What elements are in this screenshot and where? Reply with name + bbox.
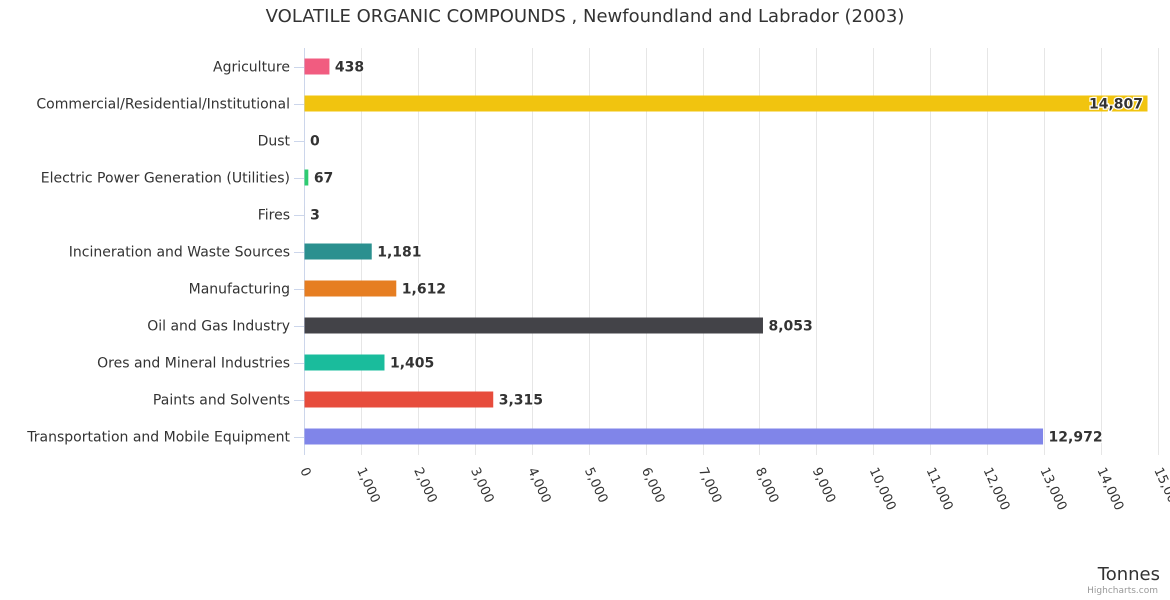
- x-tick-label: 14,000: [1093, 465, 1126, 513]
- category-label: Dust: [258, 134, 291, 150]
- data-label: 1,405: [390, 356, 434, 372]
- bar: [304, 317, 763, 334]
- category-label: Oil and Gas Industry: [147, 319, 290, 335]
- x-tick-label: 2,000: [410, 465, 439, 505]
- bar: [304, 95, 1148, 112]
- x-tick-label: 6,000: [638, 465, 667, 505]
- bar: [304, 243, 372, 260]
- data-label: 12,972: [1049, 430, 1103, 446]
- x-tick-label: 11,000: [923, 465, 956, 513]
- x-tick-label: 9,000: [809, 465, 838, 505]
- x-tick-label: 0: [296, 465, 313, 479]
- bar: [304, 428, 1044, 445]
- x-tick-label: 12,000: [980, 465, 1013, 513]
- data-label: 0: [310, 134, 320, 150]
- bar: [304, 280, 397, 297]
- category-label: Manufacturing: [189, 282, 290, 298]
- category-label: Agriculture: [213, 60, 290, 76]
- x-tick-label: 1,000: [353, 465, 382, 505]
- x-tick-label: 3,000: [467, 465, 496, 505]
- x-tick-label: 5,000: [581, 465, 610, 505]
- category-label: Transportation and Mobile Equipment: [26, 430, 290, 446]
- x-tick-label: 8,000: [752, 465, 781, 505]
- data-label: 1,612: [402, 282, 446, 298]
- category-label: Commercial/Residential/Institutional: [36, 97, 290, 113]
- bar: [304, 391, 494, 408]
- chart-title: VOLATILE ORGANIC COMPOUNDS , Newfoundlan…: [265, 6, 905, 27]
- data-label: 438: [335, 60, 364, 76]
- data-label: 1,181: [377, 245, 421, 261]
- bar: [304, 58, 330, 75]
- x-tick-label: 13,000: [1037, 465, 1070, 513]
- x-tick-label: 10,000: [866, 465, 899, 513]
- x-axis-title: Tonnes: [1097, 564, 1160, 585]
- bar: [304, 354, 385, 371]
- data-label: 67: [314, 171, 333, 187]
- data-label: 3,315: [499, 393, 543, 409]
- x-tick-label: 15,000: [1150, 465, 1170, 513]
- category-label: Incineration and Waste Sources: [69, 245, 290, 261]
- data-label: 8,053: [768, 319, 812, 335]
- category-label: Ores and Mineral Industries: [97, 356, 290, 372]
- data-label: 14,807: [1089, 97, 1143, 113]
- category-label: Fires: [258, 208, 290, 224]
- data-label: 3: [310, 208, 320, 224]
- bar: [304, 169, 309, 186]
- x-tick-label: 7,000: [695, 465, 724, 505]
- x-tick-label: 4,000: [524, 465, 553, 505]
- credits-link[interactable]: Highcharts.com: [1087, 586, 1158, 596]
- category-label: Paints and Solvents: [153, 393, 290, 409]
- category-label: Electric Power Generation (Utilities): [41, 171, 290, 187]
